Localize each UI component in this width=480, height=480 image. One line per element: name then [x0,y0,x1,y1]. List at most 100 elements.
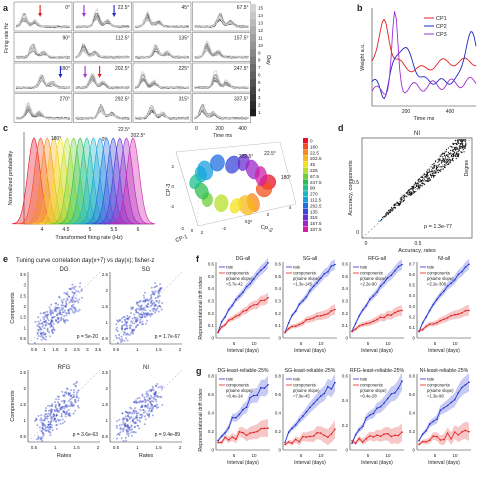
panel-d-point [435,160,437,162]
panel-a-day-trace [194,43,249,59]
panel-e-point [72,393,75,396]
panel-e-point [115,323,118,326]
panel-e-point [50,314,52,316]
panel-e-point [141,404,144,407]
panel-d-title: NI [414,131,420,137]
panel-a-colorbar-segment [250,11,256,20]
panel-e-point [48,426,51,428]
panel-e-point [46,315,49,318]
panel-d-point [460,139,462,141]
panel-d-point [409,189,411,191]
panel-e-point [53,329,56,332]
panel-e-point [69,394,72,397]
panel-g-rate-point [450,401,452,404]
panel-e-point [140,413,143,416]
panel-e-point [44,324,47,327]
panel-e-point [37,323,40,326]
panel-f-xlabel: Interval (days) [361,348,393,354]
panel-c-scatter-label: 180° [281,175,291,181]
panel-e-point [121,327,124,330]
panel-d-point [450,160,452,162]
panel-e-point [154,309,157,312]
panel-e-point [139,399,142,402]
panel-g-y-tick: 0.8 [409,374,416,379]
panel-e-point [64,415,67,418]
panel-d-point [419,179,421,181]
panel-e-point [122,324,125,327]
panel-d-point [388,209,390,211]
panel-e-point [67,393,70,396]
panel-f-rate-point [294,310,297,313]
panel-d-point [403,199,405,201]
panel-e-point [46,425,49,428]
panel-e-point [116,330,119,332]
panel-e-point [51,328,54,331]
panel-e-point [53,409,56,412]
panel-e-point [152,396,155,399]
panel-g-legend-comp: components [360,383,383,388]
panel-e-point [138,321,141,324]
panel-a-colorbar-segment [250,41,256,50]
panel-e-point [63,420,66,423]
panel-e-point [63,399,66,402]
panel-c-legend-swatch [303,185,308,191]
panel-e-point [35,417,38,420]
panel-e-point [42,316,45,319]
panel-e-point [50,319,53,322]
panel-e-point [57,402,60,405]
panel-g-pvalue: =6.4e-28 [360,394,377,399]
panel-d-point [464,139,466,141]
panel-d-point [385,212,387,214]
panel-g-y-tick: 0 [346,448,349,453]
panel-d-point [421,179,424,181]
panel-e-point [72,294,75,297]
panel-e-point [140,406,143,409]
panel-e-point [37,414,40,417]
panel-a-day-trace [194,40,249,59]
panel-e-y-tick: 1 [23,325,26,330]
panel-e-point [136,324,139,327]
panel-e-point [55,408,58,411]
panel-e-point [70,400,73,403]
panel-e-point [58,404,61,407]
panel-d-point [441,160,443,162]
panel-e-point [151,308,154,311]
panel-a-day-trace [75,107,130,120]
panel-g-y-tick: 0.8 [275,374,282,379]
panel-e-point [135,320,138,323]
panel-e-point [65,314,68,317]
panel-d-point [448,159,450,161]
panel-e-point [58,395,61,398]
panel-e-point [61,308,64,311]
panel-e-point [134,309,137,311]
panel-d-point [433,163,435,165]
panel-e-point [62,399,65,402]
panel-e-point [53,310,56,312]
panel-e-point [160,396,163,399]
panel-e-point [50,417,52,419]
panel-e-point [135,311,138,314]
panel-e-point [46,415,49,418]
panel-e-point [131,412,133,415]
panel-e-point [147,394,150,397]
panel-d-point [455,154,457,156]
panel-d-point [444,164,446,166]
panel-e-point [121,321,124,323]
panel-a-colorbar-tick: 4 [258,88,261,93]
panel-d-point [448,157,450,159]
panel-e-point [151,292,154,295]
panel-e-point [52,312,55,315]
panel-d-point [387,213,389,215]
panel-d-point [383,216,385,218]
panel-e-point [73,288,76,290]
panel-d-point [440,169,442,171]
panel-d-point [441,166,443,168]
panel-e-point [148,313,150,316]
panel-e-point [127,316,130,319]
panel-e-point [55,307,58,310]
panel-e-point [37,329,40,332]
panel-e-point [135,301,138,304]
panel-e-point [142,307,145,310]
panel-d-point [463,146,465,148]
panel-d-point [428,171,430,173]
